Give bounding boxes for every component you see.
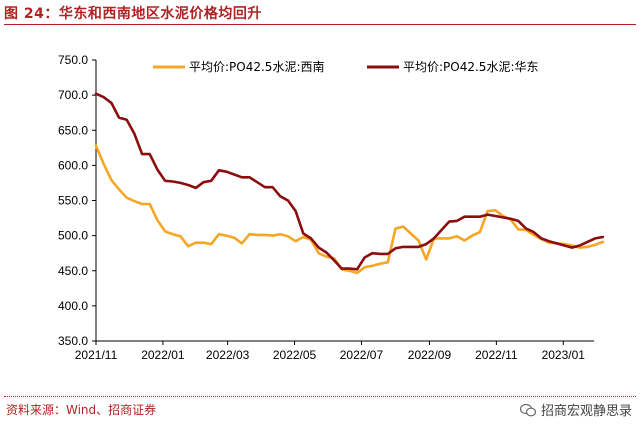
legend: 平均价:PO42.5水泥:西南 平均价:PO42.5水泥:华东 (153, 59, 539, 74)
y-tick-label: 650.0 (58, 123, 88, 137)
y-tick-label: 600.0 (58, 158, 88, 172)
legend-label-southwest: 平均价:PO42.5水泥:西南 (189, 59, 325, 74)
series-line-southwest (94, 144, 605, 275)
x-tick-label: 2022/05 (273, 348, 317, 362)
x-tick-label: 2022/09 (408, 348, 452, 362)
y-tick-label: 500.0 (58, 229, 88, 243)
x-tick-label: 2023/01 (542, 348, 586, 362)
wechat-icon (519, 403, 536, 416)
watermark-text: 招商宏观静思录 (540, 404, 632, 419)
y-tick-label: 700.0 (58, 88, 88, 102)
y-tick-label: 550.0 (58, 194, 88, 208)
x-tick-label: 2022/03 (206, 348, 250, 362)
y-tick-label: 400.0 (58, 299, 88, 313)
figure-title: 图 24：华东和西南地区水泥价格均回升 (4, 6, 262, 22)
x-tick-label: 2022/01 (141, 348, 185, 362)
x-tick-label: 2022/07 (340, 348, 384, 362)
x-tick-label: 2022/11 (475, 348, 518, 362)
title-rule (4, 24, 636, 25)
y-tick-label: 450.0 (58, 264, 88, 278)
legend-label-east: 平均价:PO42.5水泥:华东 (403, 60, 539, 74)
x-tick-label: 2021/11 (75, 348, 118, 362)
source-note: 资料来源：Wind、招商证券 (6, 403, 157, 417)
watermark: 招商宏观静思录 (519, 400, 632, 419)
y-tick-label: 350.0 (58, 334, 88, 348)
series-line-east (94, 92, 605, 271)
y-tick-label: 750.0 (58, 53, 88, 67)
footer-rule (4, 396, 636, 397)
line-chart: 平均价:PO42.5水泥:西南 平均价:PO42.5水泥:华东 350.0 400… (58, 53, 605, 362)
